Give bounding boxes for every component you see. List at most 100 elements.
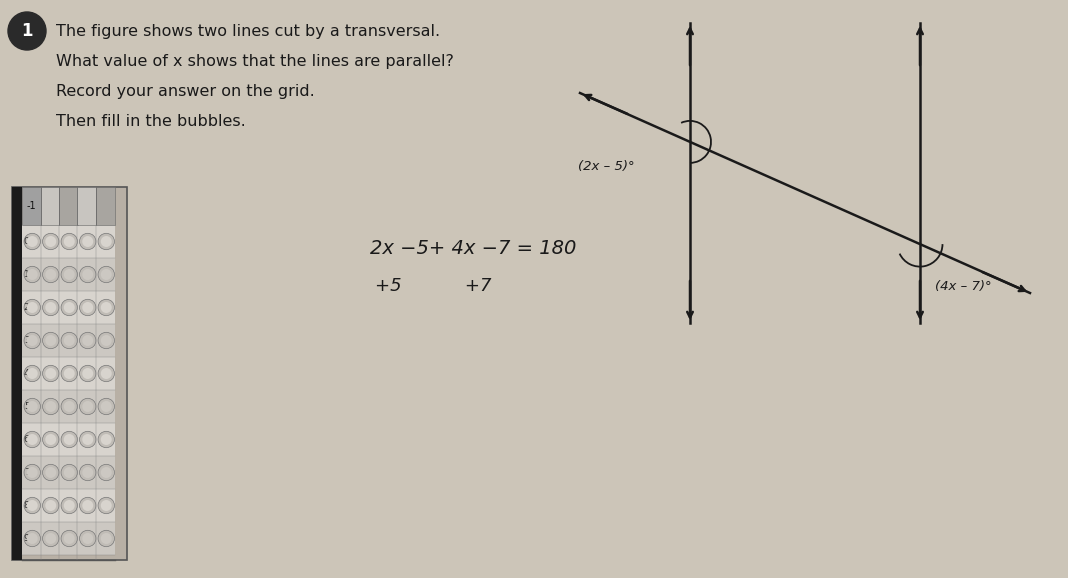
Circle shape: [82, 500, 93, 511]
Circle shape: [64, 434, 75, 445]
Circle shape: [82, 533, 93, 544]
Circle shape: [61, 497, 78, 514]
Circle shape: [61, 365, 78, 381]
Circle shape: [79, 431, 96, 448]
Text: 4: 4: [23, 369, 30, 378]
Circle shape: [43, 497, 59, 514]
Circle shape: [43, 234, 59, 250]
Circle shape: [98, 497, 114, 514]
Circle shape: [98, 234, 114, 250]
Circle shape: [45, 500, 57, 511]
Circle shape: [79, 365, 96, 381]
Circle shape: [100, 302, 112, 313]
Text: What value of x shows that the lines are parallel?: What value of x shows that the lines are…: [56, 54, 454, 69]
Text: 2x −5+ 4x −7 = 180: 2x −5+ 4x −7 = 180: [370, 239, 577, 258]
Circle shape: [43, 332, 59, 349]
Text: 3: 3: [23, 336, 30, 345]
Bar: [22, 324, 114, 357]
Circle shape: [64, 533, 75, 544]
Circle shape: [45, 335, 57, 346]
Circle shape: [98, 431, 114, 448]
Circle shape: [61, 464, 78, 481]
Circle shape: [100, 368, 112, 379]
Bar: [22, 291, 114, 324]
Text: (4x – 7)°: (4x – 7)°: [934, 280, 991, 292]
Circle shape: [79, 464, 96, 481]
Bar: [96, 187, 114, 225]
Text: -1: -1: [27, 201, 36, 211]
Circle shape: [64, 401, 75, 412]
Circle shape: [25, 332, 41, 349]
Bar: [22, 357, 114, 390]
Circle shape: [43, 431, 59, 448]
Text: 0: 0: [23, 237, 30, 246]
Circle shape: [82, 434, 93, 445]
Circle shape: [45, 533, 57, 544]
Text: The figure shows two lines cut by a transversal.: The figure shows two lines cut by a tran…: [56, 24, 440, 39]
Circle shape: [98, 332, 114, 349]
Bar: [22, 258, 114, 291]
Circle shape: [45, 368, 57, 379]
Circle shape: [45, 434, 57, 445]
Circle shape: [25, 365, 41, 381]
Circle shape: [100, 467, 112, 478]
Circle shape: [64, 500, 75, 511]
Circle shape: [27, 236, 37, 247]
Circle shape: [27, 467, 37, 478]
Circle shape: [64, 236, 75, 247]
Bar: [12, 187, 22, 560]
Circle shape: [25, 299, 41, 316]
Circle shape: [25, 398, 41, 414]
Circle shape: [79, 332, 96, 349]
Circle shape: [61, 332, 78, 349]
Circle shape: [98, 530, 114, 547]
Circle shape: [25, 530, 41, 547]
Circle shape: [82, 302, 93, 313]
Circle shape: [45, 236, 57, 247]
Circle shape: [61, 431, 78, 448]
Circle shape: [45, 269, 57, 280]
Circle shape: [82, 467, 93, 478]
Bar: [22, 390, 114, 423]
Circle shape: [82, 368, 93, 379]
Circle shape: [45, 302, 57, 313]
Circle shape: [27, 269, 37, 280]
Circle shape: [43, 266, 59, 283]
Circle shape: [27, 368, 37, 379]
Bar: [12, 187, 126, 560]
Circle shape: [27, 302, 37, 313]
Circle shape: [100, 269, 112, 280]
Bar: [22, 225, 114, 258]
Bar: [78, 187, 96, 225]
Circle shape: [45, 467, 57, 478]
Circle shape: [100, 434, 112, 445]
Text: 1: 1: [23, 270, 30, 279]
Circle shape: [61, 234, 78, 250]
Circle shape: [64, 269, 75, 280]
Circle shape: [82, 236, 93, 247]
Text: 7: 7: [23, 468, 30, 477]
Circle shape: [25, 497, 41, 514]
Circle shape: [27, 500, 37, 511]
Circle shape: [43, 464, 59, 481]
Circle shape: [100, 401, 112, 412]
Circle shape: [27, 434, 37, 445]
Circle shape: [43, 365, 59, 381]
Circle shape: [61, 266, 78, 283]
Circle shape: [82, 269, 93, 280]
Circle shape: [98, 365, 114, 381]
Text: (2x – 5)°: (2x – 5)°: [579, 160, 635, 173]
Circle shape: [27, 533, 37, 544]
Circle shape: [64, 302, 75, 313]
Circle shape: [98, 266, 114, 283]
Text: Then fill in the bubbles.: Then fill in the bubbles.: [56, 113, 246, 128]
Circle shape: [79, 497, 96, 514]
Text: 2: 2: [23, 303, 30, 312]
Circle shape: [61, 530, 78, 547]
Circle shape: [79, 266, 96, 283]
Text: 1: 1: [21, 22, 33, 40]
Bar: [22, 489, 114, 522]
Text: 6: 6: [23, 435, 30, 444]
Circle shape: [45, 401, 57, 412]
Circle shape: [25, 464, 41, 481]
